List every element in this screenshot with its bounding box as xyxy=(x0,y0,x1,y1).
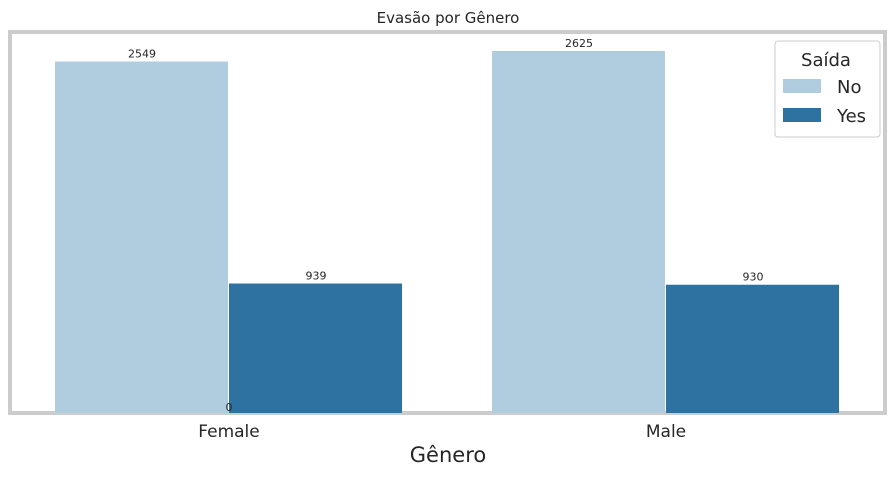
legend-label-no: No xyxy=(837,77,861,98)
x-tick-label-male: Male xyxy=(646,422,686,442)
bar-value-label-male-no: 2625 xyxy=(565,37,593,50)
legend-label-yes: Yes xyxy=(836,106,866,127)
legend-swatch-no xyxy=(783,79,821,93)
bar-male-no xyxy=(492,51,665,413)
bar-male-yes xyxy=(666,284,839,413)
bar-female-no xyxy=(55,61,228,413)
extra-zero-label: 0 xyxy=(226,401,233,414)
bar-labels-layer: 2549 939 2625 930 xyxy=(128,37,764,284)
x-tick-labels: Female Male xyxy=(198,422,686,442)
bar-female-yes xyxy=(229,283,402,413)
bar-value-label-female-yes: 939 xyxy=(306,270,327,283)
bars-layer xyxy=(55,51,839,413)
bar-value-label-male-yes: 930 xyxy=(743,271,764,284)
x-tick-label-female: Female xyxy=(198,422,259,442)
legend: Saída No Yes xyxy=(774,40,881,138)
legend-swatch-yes xyxy=(783,108,821,122)
chart-title: Evasão por Gênero xyxy=(377,9,520,27)
bar-value-label-female-no: 2549 xyxy=(128,47,156,60)
x-axis-label: Gênero xyxy=(410,443,486,467)
legend-title: Saída xyxy=(801,50,851,71)
